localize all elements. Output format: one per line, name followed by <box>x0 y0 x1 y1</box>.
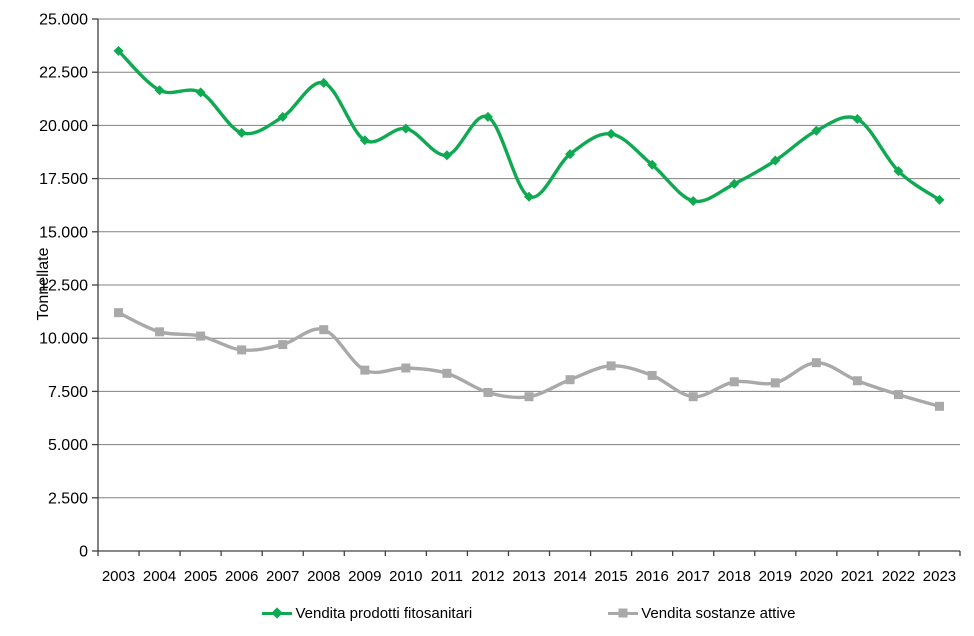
legend-label-prodotti-fitosanitari: Vendita prodotti fitosanitari <box>295 604 473 622</box>
series-marker-diamond <box>811 125 822 136</box>
x-tick-label: 2006 <box>225 568 258 585</box>
series-marker-diamond <box>113 45 124 56</box>
series-marker-diamond <box>606 128 617 139</box>
series-marker-diamond <box>524 191 534 202</box>
series-marker-square <box>852 376 862 386</box>
x-tick-label: 2016 <box>635 568 668 585</box>
y-tick-label: 15.000 <box>39 224 88 241</box>
y-tick-label: 25.000 <box>39 12 88 29</box>
series-marker-diamond <box>482 111 493 122</box>
series-marker-diamond <box>400 123 411 134</box>
x-tick-label: 2019 <box>759 568 792 585</box>
x-tick-label: 2005 <box>184 568 217 585</box>
x-tick-label: 2014 <box>553 568 586 585</box>
x-tick-label: 2020 <box>800 568 833 585</box>
series-marker-diamond <box>277 111 288 122</box>
series-marker-square <box>729 377 739 387</box>
series-marker-square <box>278 340 288 350</box>
series-marker-diamond <box>688 195 699 206</box>
series-marker-square <box>606 361 616 371</box>
series-marker-diamond <box>852 114 863 125</box>
series-marker-diamond <box>359 135 370 146</box>
series-marker-diamond <box>236 127 247 138</box>
series-marker-square <box>155 327 165 337</box>
series-marker-square <box>893 390 903 400</box>
series-marker-square <box>934 401 944 411</box>
x-tick-label: 2009 <box>348 568 381 585</box>
x-tick-label: 2003 <box>102 568 135 585</box>
series-marker-square <box>524 392 534 402</box>
y-tick-label: 22.500 <box>39 65 88 82</box>
y-tick-label: 0 <box>79 544 88 561</box>
y-tick-label: 20.000 <box>39 118 88 135</box>
series-marker-square <box>401 363 411 373</box>
x-tick-label: 2021 <box>841 568 874 585</box>
x-tick-label: 2022 <box>882 568 915 585</box>
series-marker-square <box>196 331 206 341</box>
series-marker-diamond <box>195 87 206 98</box>
x-tick-label: 2007 <box>266 568 299 585</box>
series-marker-square <box>114 308 124 318</box>
x-tick-label: 2018 <box>718 568 751 585</box>
line-square-marker-icon <box>608 606 639 620</box>
x-tick-label: 2023 <box>923 568 956 585</box>
y-tick-label: 7.500 <box>48 384 88 401</box>
line-diamond-marker-icon <box>262 606 293 620</box>
series-marker-diamond <box>647 159 658 170</box>
series-marker-square <box>442 368 452 378</box>
series-marker-square <box>483 387 493 397</box>
y-tick-label: 2.500 <box>48 490 88 507</box>
y-tick-label: 10.000 <box>39 331 88 348</box>
series-marker-square <box>770 378 780 388</box>
series-marker-square <box>237 345 247 355</box>
series-marker-square <box>565 375 575 385</box>
y-tick-label: 12.500 <box>39 278 88 295</box>
x-tick-label: 2013 <box>512 568 545 585</box>
x-tick-label: 2010 <box>389 568 422 585</box>
series-marker-diamond <box>565 149 576 160</box>
series-marker-diamond <box>729 178 740 189</box>
series-marker-diamond <box>770 155 781 166</box>
legend-item-prodotti-fitosanitari: Vendita prodotti fitosanitari <box>262 605 472 622</box>
x-tick-label: 2008 <box>307 568 340 585</box>
series-marker-square <box>647 370 657 380</box>
series-marker-diamond <box>893 166 904 177</box>
series-marker-square <box>811 358 821 368</box>
x-tick-label: 2004 <box>143 568 176 585</box>
series-marker-square <box>319 325 329 335</box>
series-marker-square <box>360 365 370 375</box>
y-tick-label: 17.500 <box>39 171 88 188</box>
series-marker-diamond <box>934 194 945 205</box>
x-tick-label: 2015 <box>594 568 627 585</box>
x-tick-label: 2012 <box>471 568 504 585</box>
legend-item-sostanze-attive: Vendita sostanze attive <box>608 604 796 622</box>
series-marker-square <box>688 392 698 402</box>
x-tick-label: 2011 <box>431 568 463 585</box>
series-marker-diamond <box>441 150 452 161</box>
series-marker-diamond <box>154 85 165 96</box>
legend: Vendita prodotti fitosanitari Vendita so… <box>98 602 960 624</box>
x-tick-label: 2017 <box>677 568 710 585</box>
y-tick-label: 5.000 <box>48 437 88 454</box>
series-marker-diamond <box>318 77 329 88</box>
legend-label-sostanze-attive: Vendita sostanze attive <box>641 604 796 622</box>
